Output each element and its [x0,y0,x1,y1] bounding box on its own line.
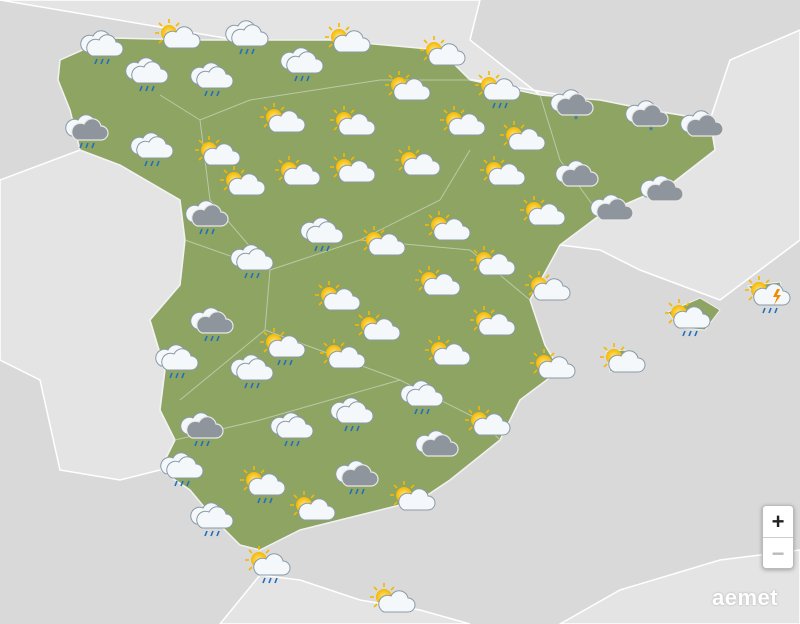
logo: aemet [712,585,779,610]
zoom-in[interactable]: + [771,509,785,534]
africa-east [558,549,800,624]
zoom-out[interactable]: − [763,537,793,569]
zoom-control: + − [762,505,794,569]
